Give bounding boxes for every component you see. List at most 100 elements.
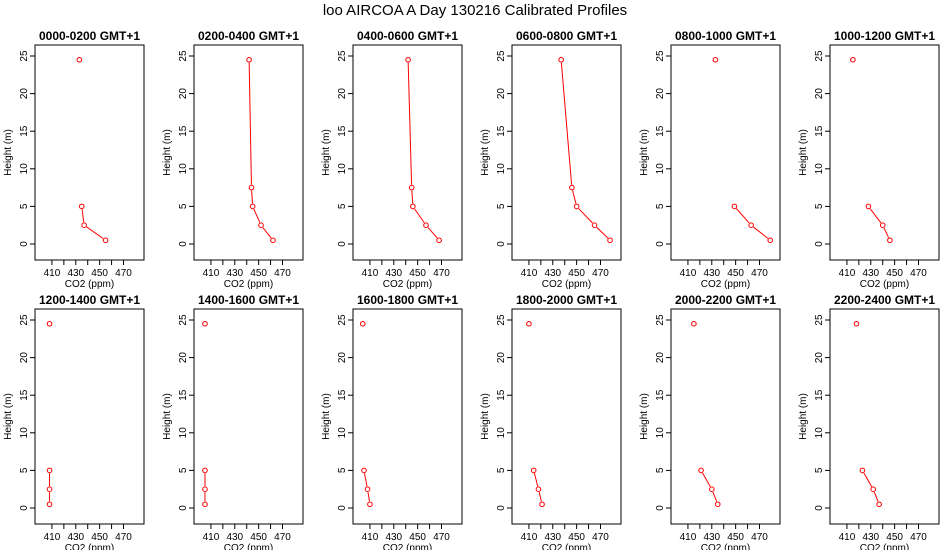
x-tick-label: 410 xyxy=(839,532,856,543)
x-axis-label: CO2 (ppm) xyxy=(65,279,114,290)
profile-line xyxy=(596,226,609,239)
y-axis-label: Height (m) xyxy=(321,129,332,176)
x-tick-label: 430 xyxy=(544,268,561,279)
y-tick-label: 15 xyxy=(655,125,666,137)
y-axis-label: Height (m) xyxy=(480,129,491,176)
data-point xyxy=(850,56,856,63)
y-tick-label: 25 xyxy=(496,50,507,62)
y-tick-label: 25 xyxy=(178,50,189,62)
panel-title: 1400-1600 GMT+1 xyxy=(198,293,299,307)
x-tick-label: 430 xyxy=(226,532,243,543)
y-tick-label: 5 xyxy=(655,203,666,209)
y-tick-label: 10 xyxy=(178,427,189,439)
y-tick-label: 10 xyxy=(19,163,30,175)
y-axis-label: Height (m) xyxy=(480,393,491,440)
y-tick-label: 15 xyxy=(337,125,348,137)
x-tick-label: 450 xyxy=(727,268,744,279)
y-tick-label: 10 xyxy=(178,163,189,175)
y-tick-label: 0 xyxy=(496,241,507,247)
y-tick-label: 0 xyxy=(19,241,30,247)
plot-frame xyxy=(670,44,781,261)
data-point xyxy=(423,222,429,228)
data-point xyxy=(859,467,866,474)
plot-frame xyxy=(193,44,304,261)
plot-frame xyxy=(829,308,940,525)
x-tick-label: 470 xyxy=(910,532,927,543)
y-axis-label: Height (m) xyxy=(3,129,14,176)
y-tick-label: 5 xyxy=(337,203,348,209)
x-axis-label: CO2 (ppm) xyxy=(224,279,273,290)
y-axis-label: Height (m) xyxy=(321,393,332,440)
y-tick-label: 25 xyxy=(814,314,825,326)
data-point xyxy=(573,203,580,210)
x-tick-label: 410 xyxy=(44,268,61,279)
data-point xyxy=(879,222,886,228)
y-tick-label: 25 xyxy=(19,50,30,62)
data-point xyxy=(202,320,208,327)
panel-title: 1200-1400 GMT+1 xyxy=(39,293,140,307)
profile-line xyxy=(538,492,542,502)
y-tick-label: 20 xyxy=(178,352,189,364)
x-tick-label: 450 xyxy=(91,268,108,279)
data-point xyxy=(876,501,882,508)
data-point xyxy=(246,56,252,63)
x-axis-label: CO2 (ppm) xyxy=(542,279,591,290)
y-tick-label: 5 xyxy=(337,467,348,473)
panel-title: 2000-2200 GMT+1 xyxy=(675,293,776,307)
data-point xyxy=(569,184,575,191)
y-axis-label: Height (m) xyxy=(3,393,14,440)
y-tick-label: 0 xyxy=(178,505,189,511)
y-tick-label: 15 xyxy=(337,389,348,401)
data-point xyxy=(46,501,53,508)
x-tick-label: 450 xyxy=(886,268,903,279)
x-tick-label: 410 xyxy=(362,532,379,543)
y-axis-label: Height (m) xyxy=(639,129,650,176)
x-tick-label: 470 xyxy=(751,268,768,279)
y-tick-label: 25 xyxy=(19,314,30,326)
x-axis-label: CO2 (ppm) xyxy=(860,279,909,290)
y-tick-label: 0 xyxy=(655,505,666,511)
panel-title: 2200-2400 GMT+1 xyxy=(834,293,935,307)
plot-frame xyxy=(352,308,463,525)
panel-title: 1000-1200 GMT+1 xyxy=(834,29,935,43)
data-point xyxy=(359,320,366,327)
panel-title: 0600-0800 GMT+1 xyxy=(516,29,617,43)
data-point xyxy=(76,56,83,63)
data-point xyxy=(81,222,87,228)
data-point xyxy=(102,237,109,244)
profile-line xyxy=(873,491,879,502)
x-tick-label: 470 xyxy=(910,268,927,279)
y-tick-label: 10 xyxy=(19,427,30,439)
profile-line xyxy=(533,473,539,487)
y-tick-label: 20 xyxy=(496,88,507,100)
y-tick-label: 15 xyxy=(814,125,825,137)
x-axis-label: CO2 (ppm) xyxy=(224,543,273,550)
y-tick-label: 20 xyxy=(655,352,666,364)
x-tick-label: 450 xyxy=(727,532,744,543)
panel-title: 0000-0200 GMT+1 xyxy=(39,29,140,43)
chart-title: loo AIRCOA A Day 130216 Calibrated Profi… xyxy=(322,2,628,19)
x-tick-label: 410 xyxy=(44,532,61,543)
x-tick-label: 470 xyxy=(274,532,291,543)
data-point xyxy=(712,56,719,63)
x-tick-label: 430 xyxy=(67,532,84,543)
x-tick-label: 430 xyxy=(67,268,84,279)
y-tick-label: 5 xyxy=(178,203,189,209)
x-tick-label: 450 xyxy=(886,532,903,543)
data-point xyxy=(410,203,416,210)
data-point xyxy=(526,320,532,327)
x-tick-label: 410 xyxy=(521,532,538,543)
data-point xyxy=(202,501,208,508)
y-tick-label: 20 xyxy=(178,88,189,100)
x-tick-label: 410 xyxy=(362,268,379,279)
data-point xyxy=(78,203,85,210)
panel-title: 0200-0400 GMT+1 xyxy=(198,29,299,43)
data-point xyxy=(539,501,545,508)
y-tick-label: 10 xyxy=(814,427,825,439)
profile-line xyxy=(869,208,882,224)
y-tick-label: 10 xyxy=(337,163,348,175)
profile-line xyxy=(883,227,890,238)
y-tick-label: 25 xyxy=(496,314,507,326)
y-tick-label: 20 xyxy=(337,88,348,100)
y-tick-label: 0 xyxy=(19,505,30,511)
